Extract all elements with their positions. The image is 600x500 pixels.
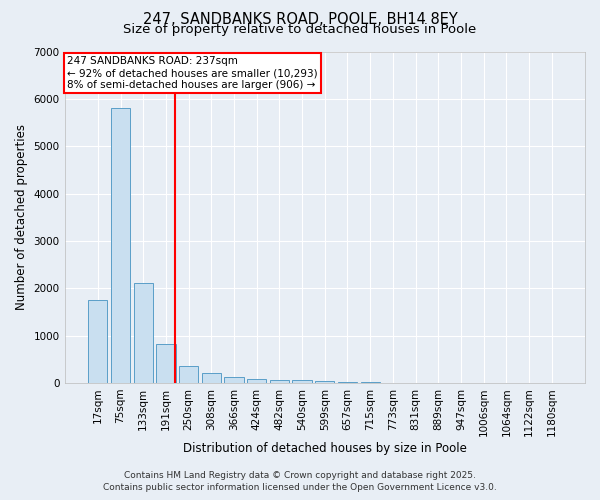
Bar xyxy=(315,382,334,383)
Text: Size of property relative to detached houses in Poole: Size of property relative to detached ho… xyxy=(124,22,476,36)
Bar xyxy=(292,380,312,383)
Bar xyxy=(88,300,107,383)
Bar xyxy=(247,379,266,383)
Bar xyxy=(134,284,153,383)
Text: 247 SANDBANKS ROAD: 237sqm
← 92% of detached houses are smaller (10,293)
8% of s: 247 SANDBANKS ROAD: 237sqm ← 92% of deta… xyxy=(67,56,318,90)
Text: 247, SANDBANKS ROAD, POOLE, BH14 8EY: 247, SANDBANKS ROAD, POOLE, BH14 8EY xyxy=(143,12,457,28)
Bar xyxy=(338,382,357,383)
Bar xyxy=(270,380,289,383)
Bar xyxy=(224,377,244,383)
Y-axis label: Number of detached properties: Number of detached properties xyxy=(15,124,28,310)
Bar xyxy=(202,374,221,383)
X-axis label: Distribution of detached houses by size in Poole: Distribution of detached houses by size … xyxy=(183,442,467,455)
Bar xyxy=(156,344,176,383)
Bar xyxy=(179,366,198,383)
Text: Contains HM Land Registry data © Crown copyright and database right 2025.
Contai: Contains HM Land Registry data © Crown c… xyxy=(103,471,497,492)
Bar xyxy=(111,108,130,383)
